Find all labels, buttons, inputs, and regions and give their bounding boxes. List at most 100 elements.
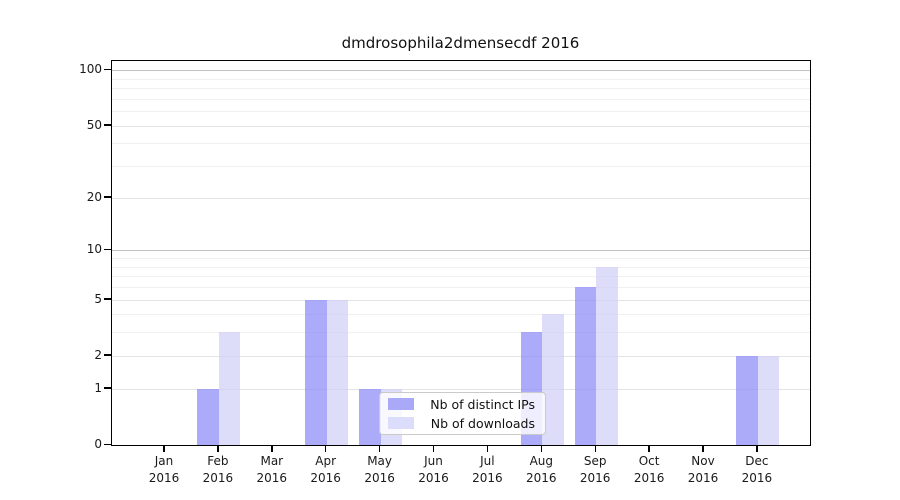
legend-item-distinct-ips: Nb of distinct IPs xyxy=(388,397,535,412)
gridline-major-20 xyxy=(112,197,810,199)
y-tick-label-50: 50 xyxy=(86,117,102,132)
x-tick-may xyxy=(378,446,381,452)
x-tick-year-sep: 2016 xyxy=(579,471,611,485)
x-tick-year-apr: 2016 xyxy=(310,471,341,485)
gridline-minor-7 xyxy=(112,276,810,278)
y-tick-20 xyxy=(104,196,111,198)
x-tick-nov xyxy=(702,446,704,452)
x-tick-jul xyxy=(486,446,489,452)
y-tick-label-2: 2 xyxy=(94,347,102,362)
x-tick-year-jan: 2016 xyxy=(148,471,180,485)
x-tick-feb xyxy=(217,446,219,452)
y-tick-100 xyxy=(104,68,111,71)
x-tick-year-jul: 2016 xyxy=(472,471,503,485)
x-tick-month-aug: Aug xyxy=(529,454,554,468)
x-tick-jan xyxy=(163,446,165,452)
x-tick-year-feb: 2016 xyxy=(202,471,234,485)
gridline-emphasis-10 xyxy=(112,250,810,252)
gridline-minor-40 xyxy=(112,143,810,145)
x-tick-label-jun: Jun 2016 xyxy=(402,453,466,487)
x-tick-label-sep: Sep 2016 xyxy=(563,453,627,487)
bar-ips-feb xyxy=(197,388,219,445)
x-tick-month-may: May xyxy=(367,454,392,468)
y-tick-label-10: 10 xyxy=(86,242,102,257)
gridline-minor-6 xyxy=(112,287,810,288)
y-tick-0 xyxy=(104,443,111,445)
bar-ips-dec xyxy=(736,355,758,445)
y-tick-50 xyxy=(104,124,111,126)
x-tick-month-nov: Nov xyxy=(691,454,715,468)
bar-downloads-aug xyxy=(542,314,564,445)
x-tick-month-oct: Oct xyxy=(638,454,660,468)
x-tick-year-mar: 2016 xyxy=(256,471,288,485)
x-tick-year-jun: 2016 xyxy=(418,471,449,485)
y-tick-10 xyxy=(104,248,111,251)
y-tick-label-1: 1 xyxy=(94,380,102,395)
x-tick-label-dec: Dec 2016 xyxy=(725,453,789,487)
y-tick-5 xyxy=(104,298,111,300)
y-tick-label-0: 0 xyxy=(94,437,102,451)
legend-label-downloads: Nb of downloads xyxy=(430,415,535,431)
y-tick-2 xyxy=(104,354,111,356)
bar-downloads-feb xyxy=(218,332,241,445)
x-tick-year-oct: 2016 xyxy=(633,471,665,485)
gridline-major-50 xyxy=(112,125,810,127)
legend-swatch-distinct-ips xyxy=(388,398,414,410)
x-tick-dec xyxy=(756,446,758,452)
x-tick-apr xyxy=(324,446,327,452)
x-tick-year-may: 2016 xyxy=(364,471,395,485)
bar-downloads-apr xyxy=(326,299,349,445)
x-tick-label-may: May 2016 xyxy=(348,453,412,487)
x-tick-mar xyxy=(271,446,273,452)
x-tick-label-oct: Oct 2016 xyxy=(617,453,681,487)
gridline-minor-8 xyxy=(112,266,810,268)
gridline-minor-9 xyxy=(112,258,810,259)
x-tick-label-mar: Mar 2016 xyxy=(240,453,304,487)
y-tick-label-20: 20 xyxy=(86,189,102,204)
y-tick-label-5: 5 xyxy=(94,291,102,306)
x-tick-month-sep: Sep xyxy=(583,454,607,468)
x-tick-jun xyxy=(432,446,435,452)
x-tick-label-apr: Apr 2016 xyxy=(294,453,358,487)
x-tick-label-nov: Nov 2016 xyxy=(671,453,735,487)
chart-title: dmdrosophila2dmensecdf 2016 xyxy=(341,34,580,52)
x-tick-label-feb: Feb 2016 xyxy=(186,453,250,487)
legend-label-distinct-ips: Nb of distinct IPs xyxy=(430,396,535,412)
bar-ips-apr xyxy=(305,299,327,445)
x-tick-year-aug: 2016 xyxy=(526,471,557,485)
x-tick-label-jan: Jan 2016 xyxy=(132,453,196,487)
x-tick-month-mar: Mar xyxy=(260,454,284,468)
x-tick-month-jun: Jun xyxy=(424,454,443,468)
x-tick-label-aug: Aug 2016 xyxy=(509,453,573,487)
gridline-minor-30 xyxy=(112,166,810,168)
y-tick-1 xyxy=(104,387,111,389)
bar-ips-sep xyxy=(574,287,597,445)
gridline-minor-4 xyxy=(112,314,810,316)
legend-item-downloads: Nb of downloads xyxy=(388,416,535,431)
x-tick-year-nov: 2016 xyxy=(687,471,719,485)
x-tick-month-apr: Apr xyxy=(315,454,337,468)
y-tick-label-100: 100 xyxy=(79,62,102,77)
gridline-major-5 xyxy=(112,299,810,301)
gridline-minor-70 xyxy=(112,98,810,100)
gridline-major-1 xyxy=(112,388,810,390)
bar-downloads-sep xyxy=(596,266,618,445)
x-tick-oct xyxy=(648,446,650,452)
gridline-minor-60 xyxy=(112,111,810,113)
gridline-minor-3 xyxy=(112,332,810,334)
x-tick-month-dec: Dec xyxy=(745,454,769,468)
gridline-minor-80 xyxy=(112,88,810,90)
x-tick-label-jul: Jul 2016 xyxy=(455,453,519,487)
gridline-minor-90 xyxy=(112,78,810,80)
x-tick-aug xyxy=(540,446,542,452)
x-tick-month-jul: Jul xyxy=(480,454,495,468)
legend-swatch-downloads xyxy=(388,417,414,429)
x-tick-month-jan: Jan xyxy=(154,454,174,468)
x-tick-year-dec: 2016 xyxy=(741,471,773,485)
gridline-major-2 xyxy=(112,355,810,357)
bar-downloads-dec xyxy=(757,355,780,445)
bar-ips-may xyxy=(359,388,381,445)
plot-area xyxy=(111,60,811,446)
x-tick-month-feb: Feb xyxy=(207,454,229,468)
